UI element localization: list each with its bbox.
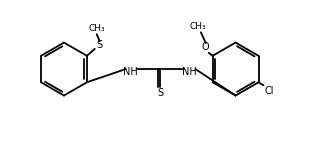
Text: NH: NH <box>182 67 197 77</box>
Text: S: S <box>96 40 103 50</box>
Text: CH₃: CH₃ <box>190 22 206 31</box>
Text: NH: NH <box>123 67 138 77</box>
Text: CH₃: CH₃ <box>88 24 105 33</box>
Text: S: S <box>157 88 163 98</box>
Text: Cl: Cl <box>265 86 274 96</box>
Text: O: O <box>202 42 210 52</box>
